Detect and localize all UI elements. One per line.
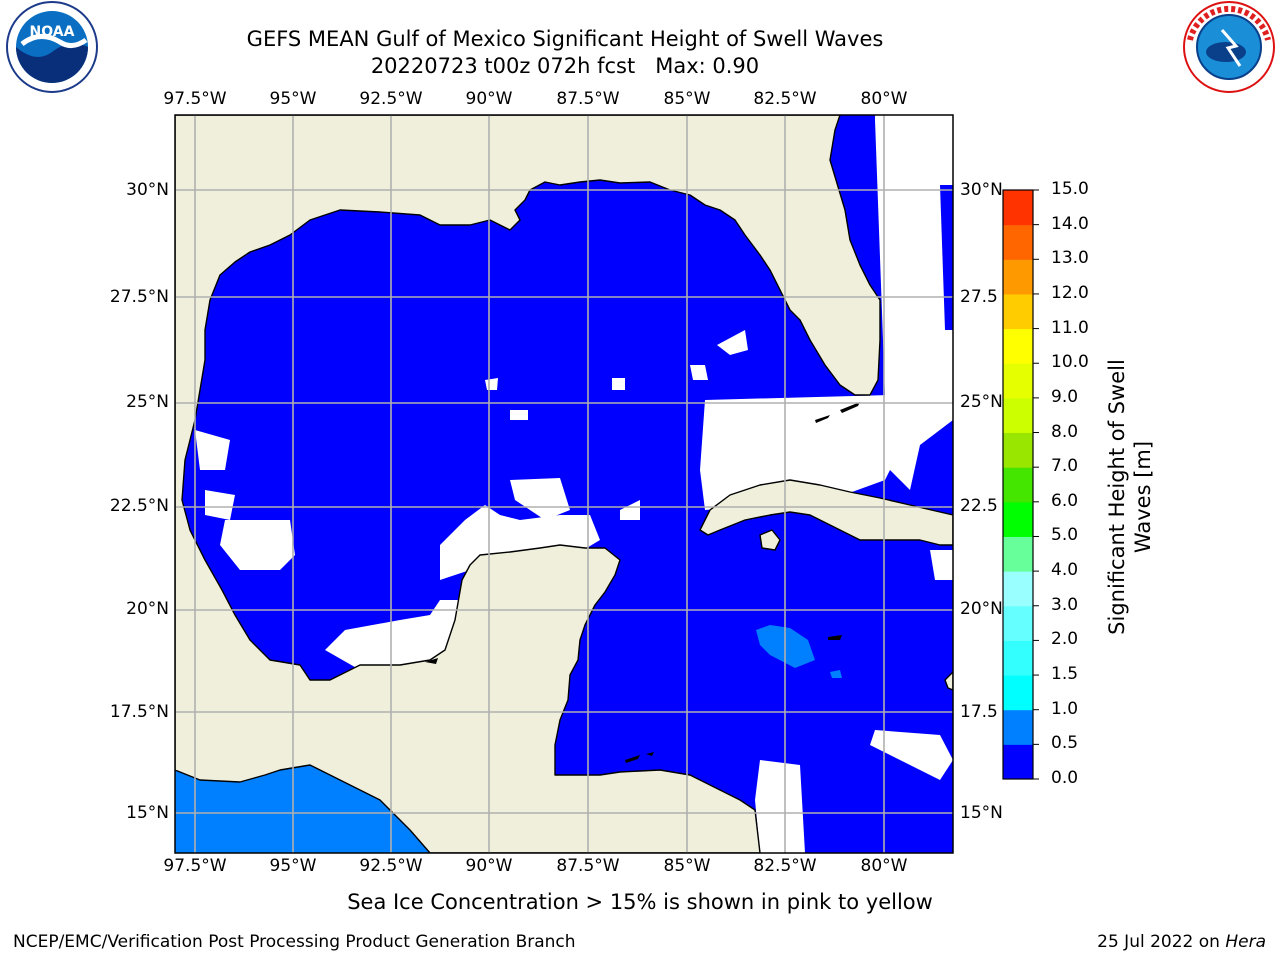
colorbar-tick-label: 13.0 [1051,248,1089,269]
colorbar-segment [1003,363,1033,399]
colorbar-tick-label: 12.0 [1051,282,1089,303]
colorbar-segment [1003,501,1033,537]
lon-tick-bottom: 97.5°W [163,856,227,876]
lon-tick-bottom: 90°W [465,856,513,876]
nws-logo-icon [1183,1,1275,93]
colorbar-segment [1003,536,1033,572]
lon-tick-top: 97.5°W [163,89,227,109]
colorbar-segment [1003,744,1033,780]
lon-tick-top: 82.5°W [753,89,817,109]
colorbar-label-line1: Significant Height of Swell [1105,359,1129,635]
noaa-logo-icon: NOAA [6,1,98,93]
lat-tick-right: 15°N [960,803,1003,823]
colorbar-tick-label: 2.0 [1051,629,1079,650]
colorbar-tick-label: 5.0 [1051,525,1079,546]
lon-tick-top: 92.5°W [359,89,423,109]
lat-tick-left: 22.5°N [109,496,169,516]
colorbar-label-line2: Waves [m] [1131,440,1155,554]
colorbar-segment [1003,397,1033,434]
lon-tick-bottom: 87.5°W [556,856,620,876]
colorbar-tick-label: 14.0 [1051,213,1089,234]
colorbar [1002,189,1039,780]
colorbar-tick-label: 0.5 [1051,733,1079,754]
colorbar-tick-label: 3.0 [1051,594,1079,615]
lon-tick-top: 87.5°W [556,89,620,109]
colorbar-segment [1003,293,1033,330]
map-frame [174,114,954,854]
graticule [175,115,953,853]
lon-tick-bottom: 82.5°W [753,856,817,876]
colorbar-tick-label: 1.0 [1051,698,1079,719]
island-marks [425,402,860,763]
colorbar-frame [1002,189,1034,780]
lat-tick-right: 30°N [960,180,1003,200]
credit-right: 25 Jul 2022 on Hera [1097,932,1266,952]
colorbar-tick-label: 11.0 [1051,317,1089,338]
lon-tick-bottom: 80°W [860,856,908,876]
lat-tick-right: 20°N [960,599,1003,619]
colorbar-tick-label: 7.0 [1051,456,1079,477]
lat-tick-left: 27.5°N [109,287,169,307]
lon-tick-top: 85°W [663,89,711,109]
credit-left: NCEP/EMC/Verification Post Processing Pr… [13,932,576,952]
map-area [175,115,953,853]
credit-date: 25 Jul 2022 on [1097,932,1226,952]
lat-tick-left: 30°N [126,180,169,200]
colorbar-segment [1003,640,1033,676]
colorbar-tick-label: 15.0 [1051,179,1089,199]
lat-tick-left: 25°N [126,392,169,412]
colorbar-tick-label: 6.0 [1051,490,1079,511]
chart-title: GEFS MEAN Gulf of Mexico Significant Hei… [246,27,884,51]
colorbar-tick-label: 10.0 [1051,352,1089,373]
colorbar-tick-label: 0.0 [1051,768,1079,788]
chart-subtitle: 20220723 t00z 072h fcst Max: 0.90 [370,54,760,78]
colorbar-segment [1003,467,1033,503]
colorbar-segment [1003,605,1033,641]
credit-host: Hera [1225,932,1266,952]
lon-tick-top: 90°W [465,89,513,109]
colorbar-tick-label: 1.5 [1051,664,1079,685]
lon-tick-bottom: 92.5°W [359,856,423,876]
lat-tick-left: 15°N [126,803,169,823]
colorbar-segment [1003,432,1033,468]
colorbar-segment [1003,190,1033,226]
colorbar-label: Significant Height of Swell Waves [m] [1104,357,1156,637]
colorbar-tick-label: 9.0 [1051,386,1079,407]
lon-tick-bottom: 85°W [663,856,711,876]
lat-tick-left: 20°N [126,599,169,619]
lon-tick-bottom: 95°W [269,856,317,876]
colorbar-segment [1003,571,1033,607]
colorbar-segment [1003,259,1033,295]
colorbar-tick-label: 4.0 [1051,560,1079,581]
lon-tick-top: 80°W [860,89,908,109]
sea-ice-note: Sea Ice Concentration > 15% is shown in … [347,890,933,914]
nodata-zones [195,115,953,853]
colorbar-tick-label: 8.0 [1051,421,1079,442]
lat-tick-right: 22.5 [960,496,998,516]
colorbar-segment [1003,224,1033,260]
lat-tick-right: 25°N [960,392,1003,412]
colorbar-segment [1003,675,1033,711]
lat-tick-right: 17.5 [960,702,998,722]
colorbar-segment [1003,328,1033,364]
lon-tick-top: 95°W [269,89,317,109]
colorbar-segment [1003,709,1033,745]
lat-tick-right: 27.5 [960,287,998,307]
land-masses [175,115,953,853]
noaa-logo-text: NOAA [30,24,75,40]
lat-tick-left: 17.5°N [109,702,169,722]
